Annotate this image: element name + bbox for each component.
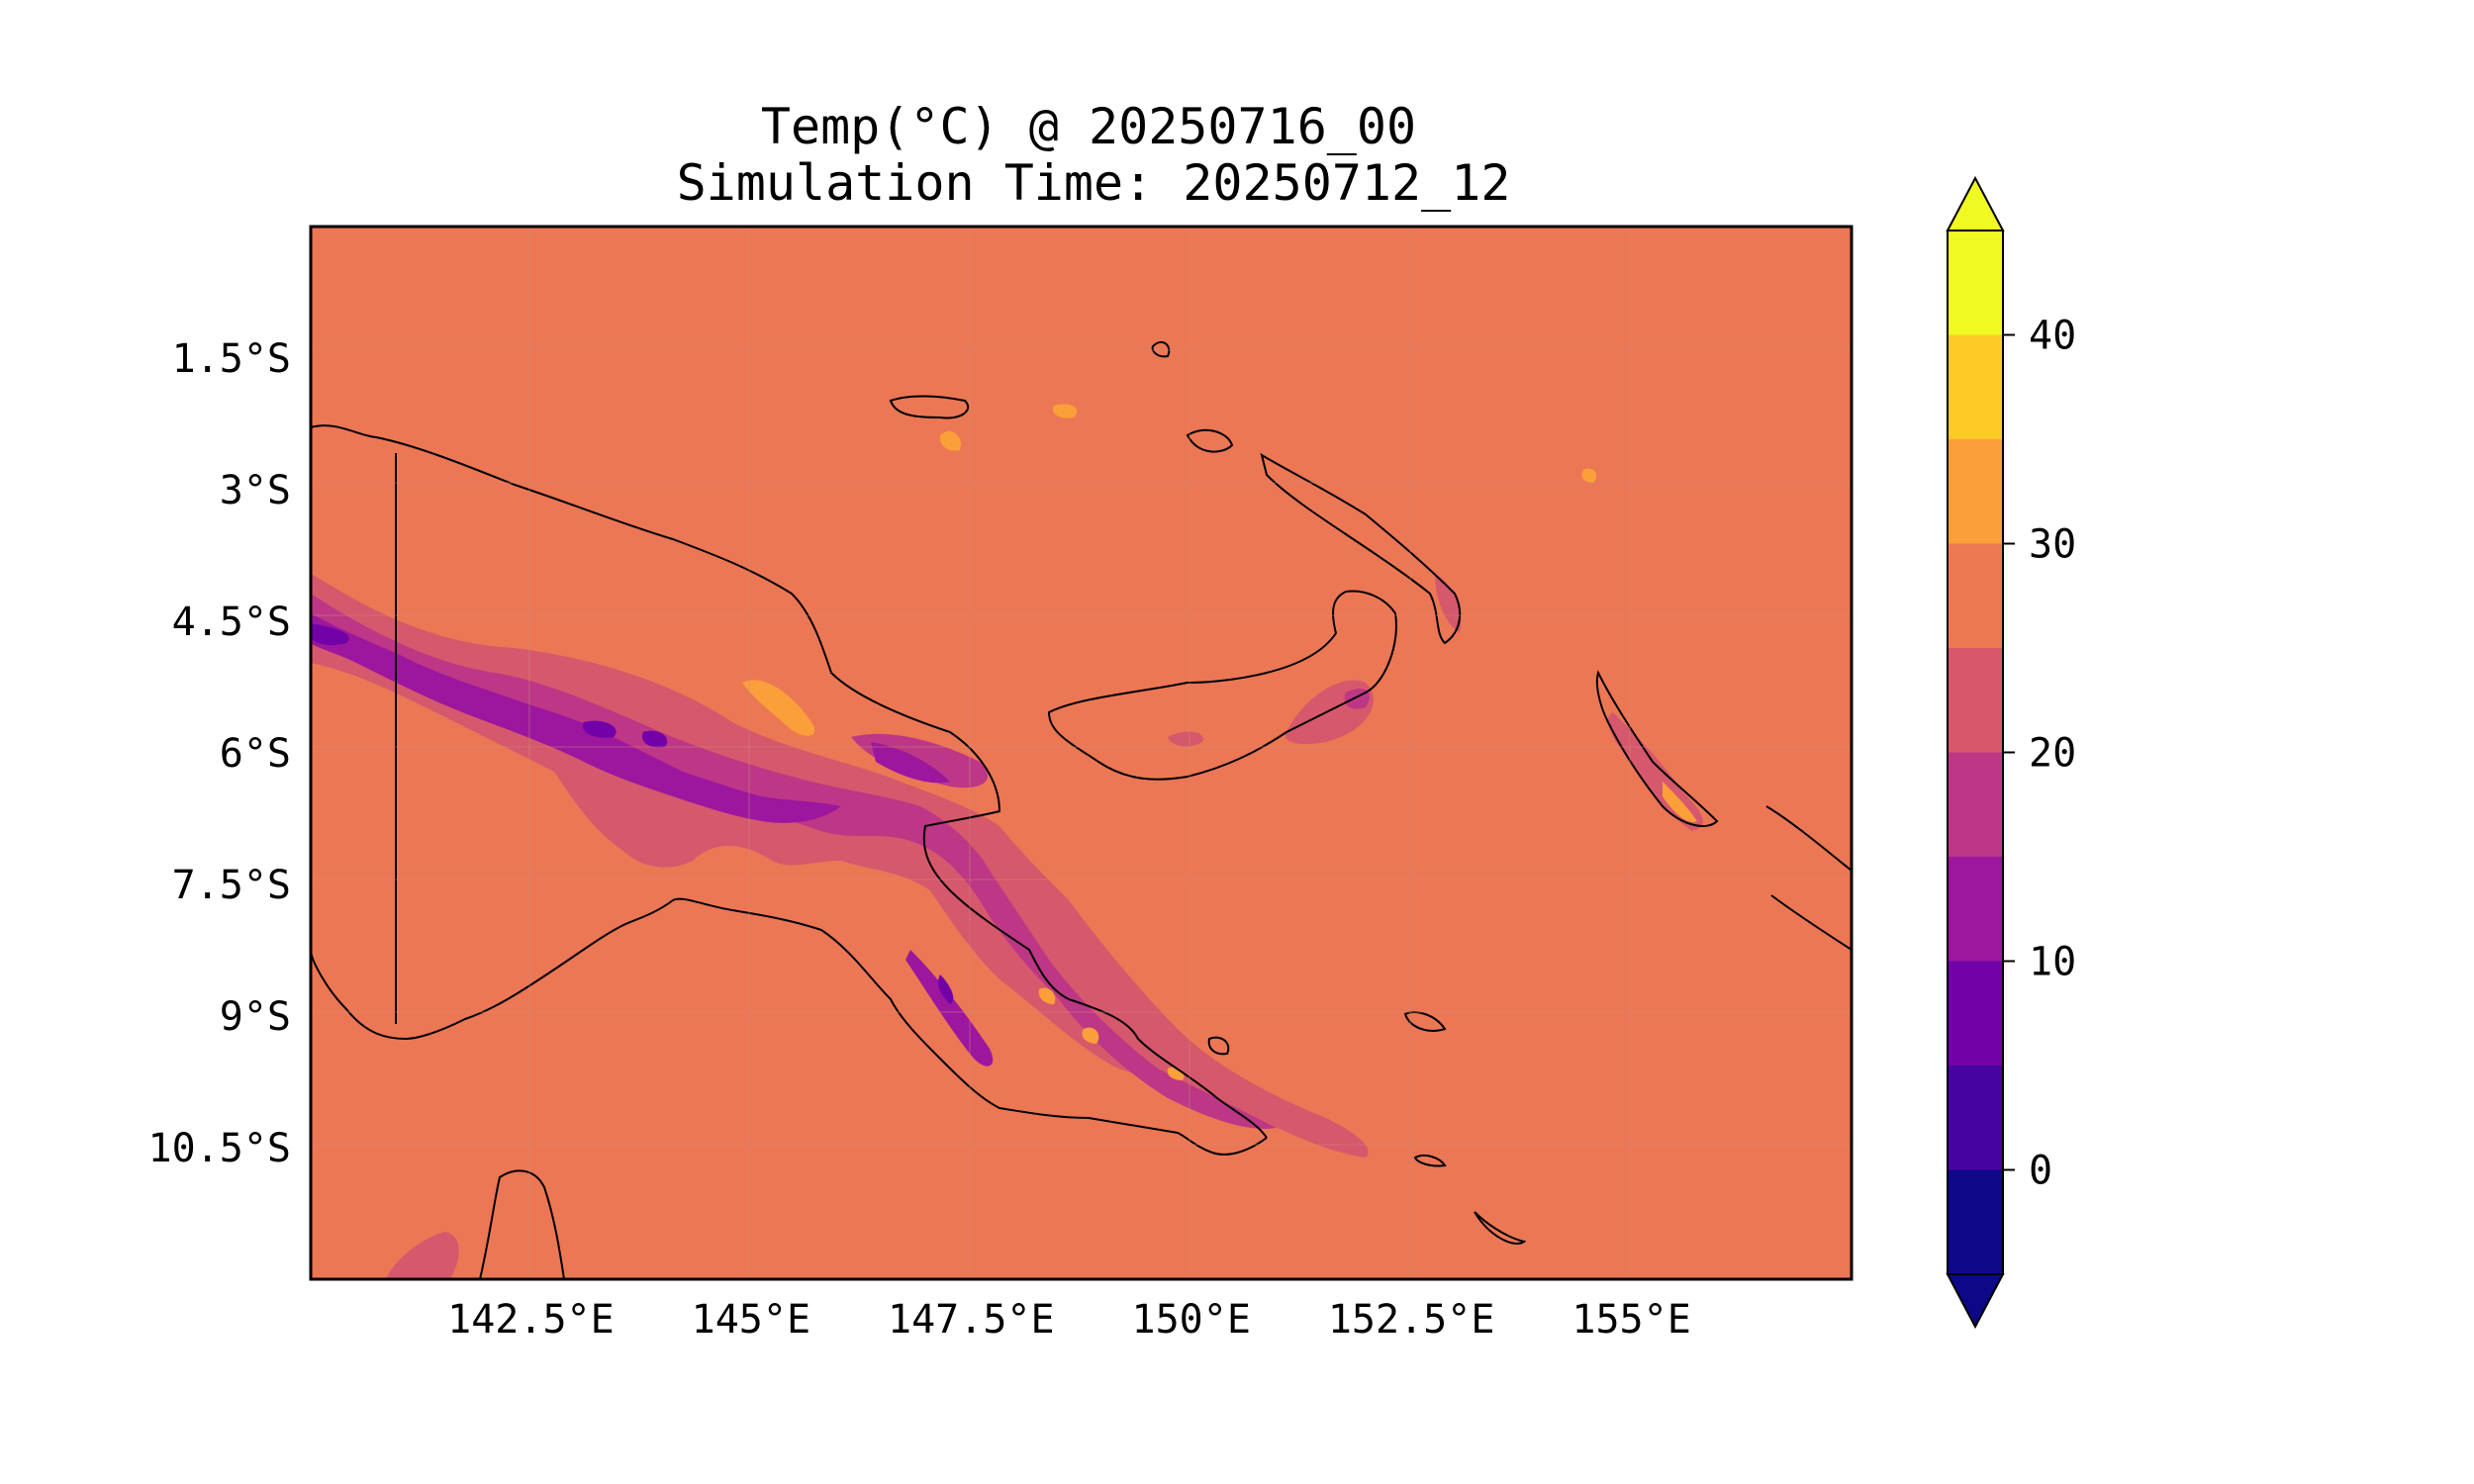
coastline-bougainville	[1595, 670, 1719, 827]
colorbar-segment	[1948, 543, 2003, 648]
coastline-cape-york	[479, 1169, 565, 1279]
map-frame	[309, 225, 1854, 1281]
map-plot-area	[309, 225, 1854, 1281]
coastlines-layer	[311, 340, 1852, 1279]
colorbar-segment	[1948, 439, 2003, 544]
colorbar: 0 10 20 30 40	[1946, 175, 2076, 1330]
gridlines	[311, 227, 1852, 1279]
y-tick-label: 6°S	[220, 731, 291, 777]
colorbar-segment	[1948, 334, 2003, 439]
colorbar-segment	[1948, 648, 2003, 753]
x-tick-label: 152.5°E	[1328, 1297, 1495, 1343]
colorbar-tick-label: 20	[2029, 731, 2076, 777]
y-axis-ticks: 1.5°S 3°S 4.5°S 6°S 7.5°S 9°S 10.5°S	[148, 336, 292, 1171]
colorbar-tick-label: 10	[2029, 940, 2076, 985]
contour-band-10-15	[311, 613, 841, 823]
y-tick-label: 1.5°S	[172, 336, 291, 382]
x-tick-label: 155°E	[1571, 1297, 1690, 1343]
y-tick-label: 9°S	[220, 994, 291, 1040]
colorbar-segment	[1948, 857, 2003, 962]
colorbar-segment	[1948, 1169, 2003, 1274]
x-tick-label: 150°E	[1132, 1297, 1251, 1343]
x-tick-label: 145°E	[692, 1297, 810, 1343]
colorbar-extend-max	[1946, 175, 2005, 232]
coastline-new-britain	[1047, 590, 1397, 781]
map-subtitle: Simulation Time: 20250712_12	[677, 154, 1511, 212]
coastline-islands-east	[1151, 340, 1527, 1245]
y-tick-label: 3°S	[220, 468, 291, 513]
y-tick-label: 4.5°S	[172, 600, 291, 645]
x-axis-ticks: 142.5°E 145°E 147.5°E 150°E 152.5°E 155°E	[447, 1297, 1691, 1343]
coastline-new-guinea-north	[311, 424, 1268, 1139]
y-tick-label: 10.5°S	[148, 1126, 292, 1171]
colorbar-tick-label: 0	[2029, 1149, 2052, 1194]
map-title: Temp(°C) @ 20250716_00	[761, 98, 1416, 155]
colorbar-tick-label: 30	[2029, 522, 2076, 568]
colorbar-segment	[1948, 752, 2003, 857]
x-tick-label: 147.5°E	[888, 1297, 1055, 1343]
colorbar-extend-min	[1946, 1273, 2005, 1330]
colorbar-segment	[1948, 961, 2003, 1066]
contour-band-15-20-b	[851, 688, 1370, 788]
colorbar-tick-label: 40	[2029, 314, 2076, 359]
coastline-new-guinea-south	[311, 897, 1268, 1156]
coastline-new-ireland	[1260, 452, 1462, 645]
coastline-manus	[889, 395, 970, 419]
y-tick-label: 7.5°S	[172, 863, 291, 908]
colorbar-segment	[1948, 231, 2003, 335]
x-tick-label: 142.5°E	[447, 1297, 615, 1343]
coastline-solomon	[1765, 805, 1852, 951]
colorbar-segment	[1948, 1066, 2003, 1170]
